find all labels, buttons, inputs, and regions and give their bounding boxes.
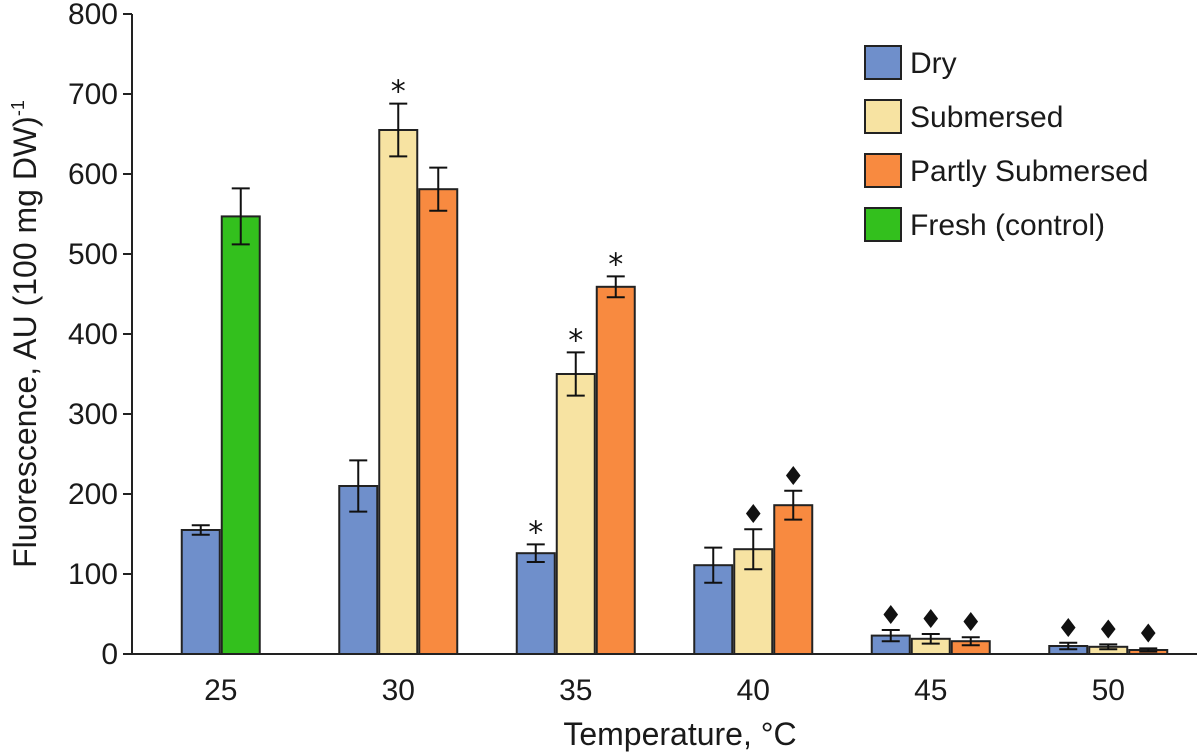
significance-star: *	[528, 515, 543, 550]
y-axis-title-superscript: -1	[8, 100, 28, 116]
bar-submersed-30	[378, 129, 419, 655]
y-axis-title: Fluorescence, AU (100 mg DW)-1	[7, 100, 43, 568]
significance-diamond: ♦	[742, 500, 765, 530]
bar-submersed-35	[555, 373, 596, 655]
x-axis-title: Temperature, °C	[563, 716, 796, 752]
bar-partly-submersed-35	[595, 285, 636, 655]
bar-dry-35	[515, 552, 556, 656]
legend-label: Submersed	[910, 101, 1063, 134]
legend-swatch	[864, 45, 902, 80]
y-tick-label: 800	[68, 0, 118, 31]
x-tick-label: 35	[559, 674, 592, 707]
bar-fresh-control-25	[220, 215, 261, 655]
significance-diamond: ♦	[959, 608, 982, 638]
significance-markers-layer: * * * * ♦ ♦ ♦ ♦ ♦ ♦ ♦ ♦	[391, 75, 1160, 650]
x-tick-label: 25	[204, 674, 237, 707]
legend-label: Fresh (control)	[910, 209, 1105, 242]
y-ticks-layer: 0 100 200 300 400 500 600 700 800	[68, 0, 132, 671]
significance-diamond: ♦	[1057, 614, 1080, 644]
legend-swatch	[864, 207, 902, 242]
y-tick-label: 400	[68, 318, 118, 351]
legend-label: Partly Submersed	[910, 155, 1148, 188]
x-tick-label: 45	[914, 674, 947, 707]
significance-star: *	[568, 323, 583, 358]
y-axis-title-main: Fluorescence, AU (100 mg DW)	[7, 116, 43, 568]
legend: Dry Submersed Partly Submersed Fresh (contr…	[864, 45, 1148, 242]
x-tick-label: 50	[1092, 674, 1125, 707]
significance-star: *	[608, 247, 623, 282]
y-tick-label: 700	[68, 78, 118, 111]
significance-star: *	[391, 75, 406, 110]
significance-diamond: ♦	[919, 605, 942, 635]
y-tick-label: 600	[68, 158, 118, 191]
bar-partly-submersed-40	[773, 504, 814, 656]
y-tick-label: 0	[101, 638, 118, 671]
bar-partly-submersed-30	[418, 188, 459, 655]
significance-diamond: ♦	[1137, 619, 1160, 649]
legend-swatch	[864, 99, 902, 134]
y-tick-label: 300	[68, 398, 118, 431]
x-tick-label: 30	[382, 674, 415, 707]
legend-label: Dry	[910, 47, 957, 80]
significance-diamond: ♦	[1097, 615, 1120, 645]
y-tick-label: 500	[68, 238, 118, 271]
legend-swatch	[864, 153, 902, 188]
bar-dry-25	[180, 529, 221, 655]
significance-diamond: ♦	[782, 462, 805, 492]
significance-diamond: ♦	[879, 601, 902, 631]
x-tick-label: 40	[737, 674, 770, 707]
error-bars-layer	[191, 102, 1158, 653]
y-tick-label: 100	[68, 558, 118, 591]
y-tick-label: 200	[68, 478, 118, 511]
x-ticks-layer: 25 30 35 40 45 50	[204, 674, 1125, 707]
